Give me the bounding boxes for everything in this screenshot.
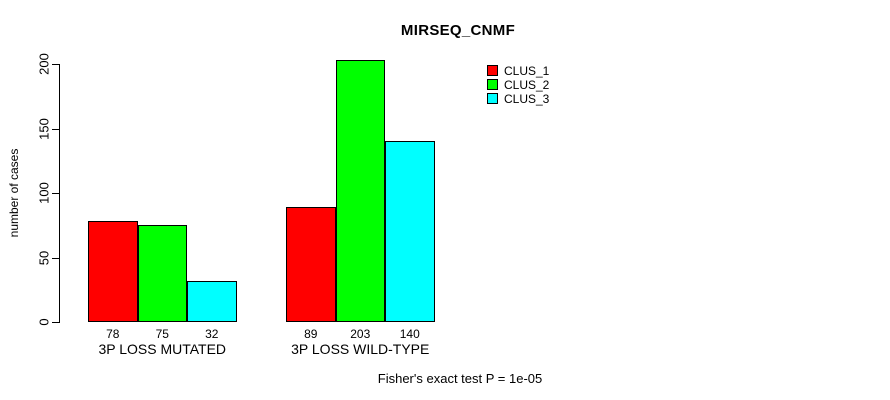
legend-item-clus_1: CLUS_1: [487, 63, 550, 78]
y-axis-line: [59, 64, 60, 323]
bar-clus_1-1: [88, 221, 138, 322]
chart-title: MIRSEQ_CNMF: [400, 22, 516, 39]
bar-clus_2-2: [335, 60, 385, 322]
footer-note: Fisher's exact test P = 1e-05: [377, 371, 543, 386]
bar-clus_2-1: [137, 225, 187, 322]
bar-clus_1-2: [286, 207, 336, 322]
y-axis-tick: [52, 322, 59, 323]
bar-value-label: 140: [399, 327, 420, 341]
legend-swatch-icon: [487, 79, 498, 90]
legend-label: CLUS_3: [504, 91, 550, 106]
legend: CLUS_1 CLUS_2 CLUS_3: [487, 64, 549, 106]
bar-clus_3-2: [385, 141, 435, 322]
bar-value-label: 203: [350, 327, 371, 341]
legend-swatch-icon: [487, 93, 498, 104]
bar-clus_3-1: [187, 280, 237, 322]
y-axis-tick: [52, 193, 59, 194]
y-axis-tick-label: 50: [36, 250, 52, 266]
category-label: 3P LOSS MUTATED: [98, 341, 227, 357]
category-label: 3P LOSS WILD-TYPE: [291, 341, 430, 357]
y-axis-tick: [52, 129, 59, 130]
y-axis-tick-label: 200: [36, 53, 52, 75]
y-axis-tick-label: 0: [36, 318, 52, 326]
legend-label: CLUS_2: [504, 77, 550, 92]
legend-label: CLUS_1: [504, 63, 550, 78]
legend-item-clus_3: CLUS_3: [487, 91, 550, 106]
bar-value-label: 89: [304, 327, 318, 341]
y-axis-tick: [52, 64, 59, 65]
bar-value-label: 32: [205, 327, 219, 341]
legend-item-clus_2: CLUS_2: [487, 77, 550, 92]
bar-value-label: 78: [106, 327, 120, 341]
y-axis-tick: [52, 258, 59, 259]
bar-value-label: 75: [155, 327, 169, 341]
legend-swatch-icon: [487, 65, 498, 76]
y-axis-tick-label: 150: [36, 118, 52, 140]
y-axis-title: number of cases: [7, 148, 21, 238]
y-axis-tick-label: 100: [36, 182, 52, 204]
